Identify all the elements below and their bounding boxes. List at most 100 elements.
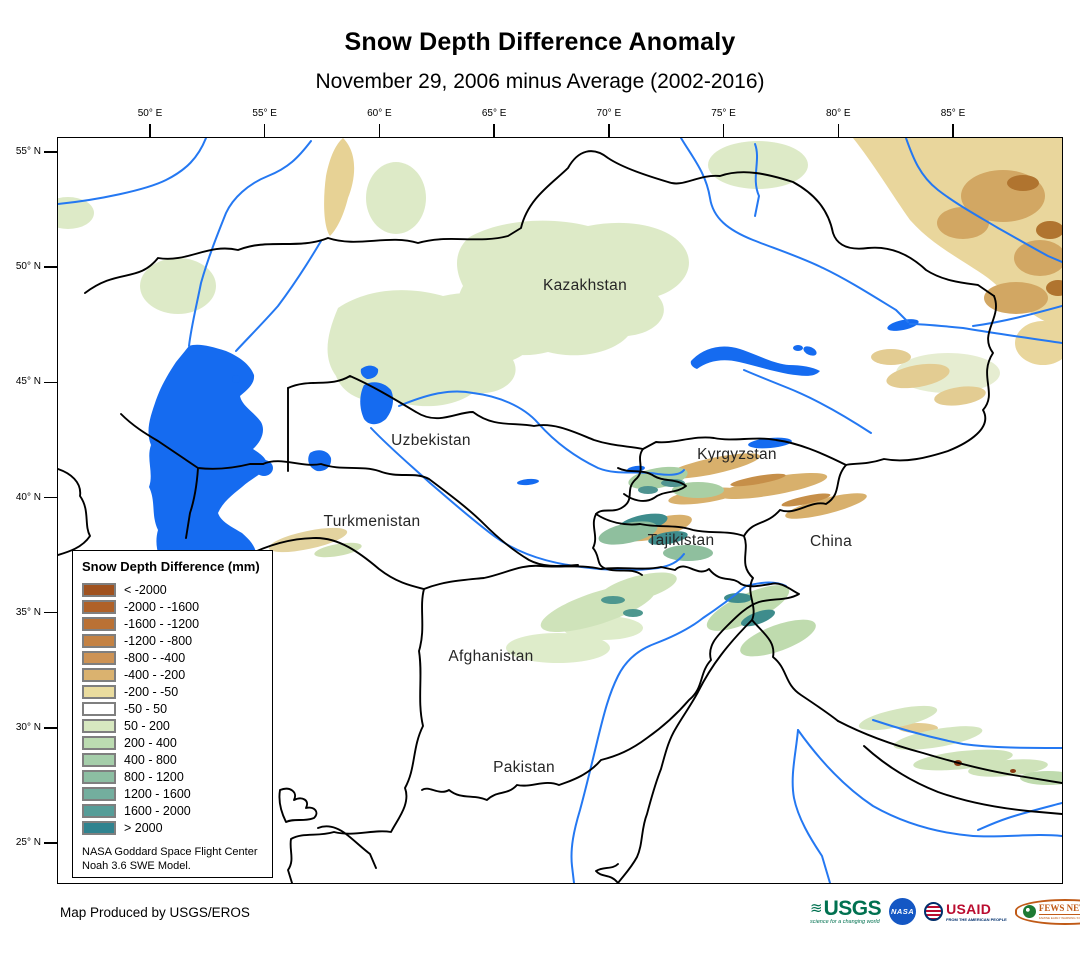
lon-tick-label: 70° E	[596, 108, 622, 119]
legend-swatch	[82, 667, 116, 682]
border-india-nepal	[863, 745, 1062, 815]
border-russia-kazakhstan	[84, 150, 995, 297]
legend-note-line2: Noah 3.6 SWE Model.	[82, 860, 191, 873]
legend-swatch	[82, 820, 116, 835]
river-emba	[235, 240, 322, 352]
lake-alakol	[803, 346, 817, 356]
nasa-logo: NASA	[889, 898, 917, 926]
legend-entry: 1200 - 1600	[82, 785, 264, 802]
legend-label: -400 - -200	[124, 667, 186, 682]
lake-balkhash	[690, 346, 820, 376]
country-label-china: China	[810, 533, 852, 550]
lat-tick-label: 45° N	[15, 376, 41, 388]
lakes	[148, 319, 919, 570]
river-ili	[743, 369, 872, 434]
lake-sasykkol	[793, 345, 803, 351]
legend: Snow Depth Difference (mm) < -2000 -2000 …	[72, 550, 273, 878]
caspian-sea	[148, 344, 268, 570]
legend-entry: -1600 - -1200	[82, 615, 264, 632]
page-title: Snow Depth Difference Anomaly	[344, 28, 736, 56]
lon-tick	[608, 124, 610, 137]
lon-tick-label: 75° E	[711, 108, 736, 119]
rivers	[58, 138, 1062, 883]
river-syr-darya	[398, 390, 685, 476]
lake-sarygamysh	[308, 450, 332, 472]
border-fergana-a	[595, 448, 644, 515]
river-ganges-branch	[797, 729, 1062, 838]
lon-tick	[952, 124, 954, 137]
globe-icon	[1022, 905, 1036, 919]
lon-tick-label: 85° E	[940, 108, 966, 119]
lon-tick-label: 50° E	[137, 108, 163, 119]
legend-entry: -50 - 50	[82, 700, 264, 717]
page-subtitle: November 29, 2006 minus Average (2002-20…	[315, 70, 765, 93]
fewsnet-logo: FEWS NET FAMINE EARLY WARNING SYSTEMS NE…	[1014, 898, 1080, 925]
legend-entry: -2000 - -1600	[82, 598, 264, 615]
lat-tick	[44, 151, 57, 153]
anomaly-negative-patches	[268, 138, 1062, 733]
country-label-afghanistan: Afghanistan	[448, 648, 534, 665]
legend-swatch	[82, 599, 116, 614]
legend-entry: 400 - 800	[82, 751, 264, 768]
country-label-kyrgyzstan: Kyrgyzstan	[697, 446, 777, 463]
legend-label: -50 - 50	[124, 701, 168, 716]
lat-tick	[44, 842, 57, 844]
usgs-wordmark: USGS	[823, 897, 882, 920]
lat-tick-label: 55° N	[15, 146, 41, 157]
usgs-wave-icon: ≋	[810, 900, 823, 917]
legend-label: 400 - 800	[124, 752, 177, 767]
legend-label: -1200 - -800	[124, 633, 193, 648]
lon-tick-label: 65° E	[481, 108, 507, 119]
usaid-seal-icon	[924, 902, 944, 922]
legend-entry: -200 - -50	[82, 683, 264, 700]
mountain-anomaly-speckles	[314, 466, 1062, 785]
border-pakistan-india	[617, 619, 753, 883]
legend-label: 1200 - 1600	[124, 786, 191, 801]
river-sutlej	[872, 719, 1062, 749]
border-fergana-b	[595, 513, 745, 537]
aral-sea-north	[360, 365, 379, 379]
lon-tick	[493, 124, 495, 137]
legend-entry: -400 - -200	[82, 666, 264, 683]
river-irtysh-upper	[909, 323, 1062, 344]
usgs-logo: ≋ USGS science for a changing world	[810, 897, 882, 926]
lake-aydar	[517, 478, 539, 486]
map-frame	[57, 137, 1063, 884]
lon-tick	[149, 124, 151, 137]
legend-label: 800 - 1200	[124, 769, 184, 784]
map-canvas	[58, 138, 1062, 883]
logo-strip: ≋ USGS science for a changing world NASA…	[810, 898, 1080, 926]
legend-title: Snow Depth Difference (mm)	[82, 559, 260, 574]
coast-hormuz	[278, 787, 377, 869]
nasa-wordmark: NASA	[890, 907, 915, 917]
usaid-tagline: FROM THE AMERICAN PEOPLE	[946, 916, 1007, 922]
river-ne-corner	[972, 305, 1062, 327]
legend-label: -800 - -400	[124, 650, 186, 665]
legend-entry: 50 - 200	[82, 717, 264, 734]
credit-text: Map Produced by USGS/EROS	[60, 905, 250, 920]
river-right-edge	[977, 802, 1062, 831]
lat-tick-label: 40° N	[15, 491, 41, 503]
legend-label: < -2000	[124, 582, 167, 597]
lat-tick	[44, 727, 57, 729]
lon-tick	[378, 124, 381, 137]
usaid-wordmark: USAID	[946, 900, 992, 917]
legend-entry: < -2000	[82, 581, 264, 598]
legend-label: -2000 - -1600	[124, 599, 200, 614]
legend-swatch	[82, 701, 116, 716]
lat-tick	[44, 266, 57, 268]
fewsnet-wordmark: FEWS NET	[1038, 903, 1080, 915]
legend-swatch	[82, 769, 116, 784]
legend-swatch	[82, 803, 116, 818]
lat-tick-label: 30° N	[15, 721, 41, 733]
lon-tick	[837, 124, 840, 137]
country-label-kazakhstan: Kazakhstan	[543, 277, 627, 294]
country-label-uzbekistan: Uzbekistan	[391, 432, 471, 449]
legend-label: 200 - 400	[124, 735, 177, 750]
border-turkmen-uzbek	[262, 460, 579, 567]
fewsnet-tagline: FAMINE EARLY WARNING SYSTEMS NETWORK	[1038, 915, 1080, 920]
border-uzbek-kazakh	[287, 375, 644, 450]
border-china-nepal	[837, 720, 1062, 784]
legend-swatch	[82, 718, 116, 733]
lon-tick-label: 55° E	[252, 108, 277, 119]
